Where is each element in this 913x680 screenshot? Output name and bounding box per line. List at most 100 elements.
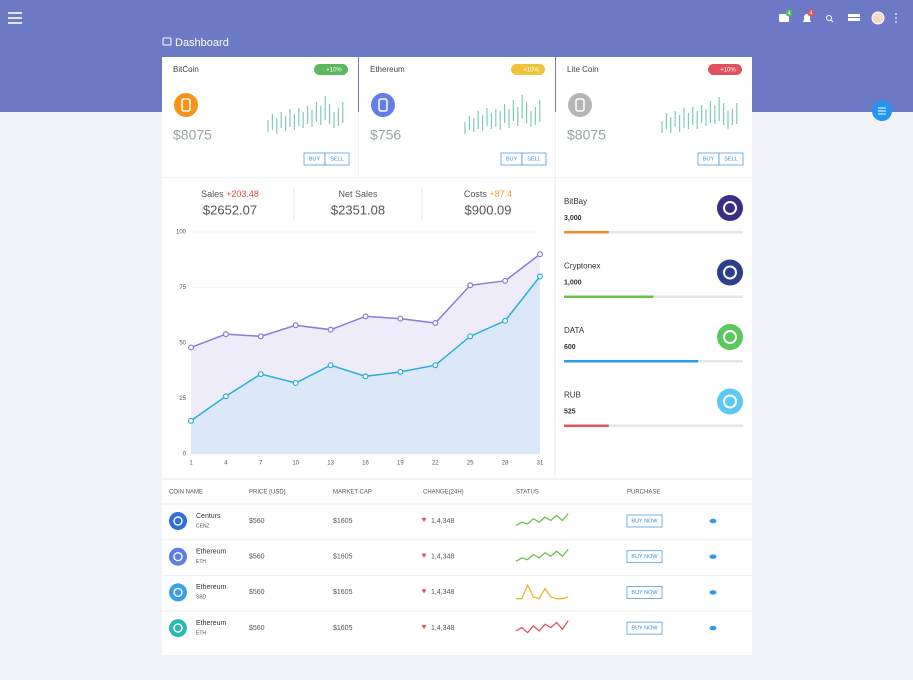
market-value: 1,000 xyxy=(564,279,582,286)
progress-bar xyxy=(564,424,609,427)
coin-icon xyxy=(174,93,198,117)
coin-symbol: ETH xyxy=(196,630,206,636)
column-header: CHANGE(24H) xyxy=(423,490,464,496)
market-icon xyxy=(717,195,743,221)
change: 1,4,348 xyxy=(431,625,454,632)
stat-value: $2652.07 xyxy=(203,202,257,217)
coin-glyph xyxy=(173,587,183,598)
coin-name: Lite Coin xyxy=(567,65,599,74)
coin-symbol: ETH xyxy=(196,559,206,565)
buy-now-button[interactable] xyxy=(626,550,663,564)
coin-glyph xyxy=(173,552,183,562)
progress-track xyxy=(564,231,743,234)
change-icon xyxy=(422,589,426,594)
sell-label: SELL xyxy=(330,156,343,162)
notifications-button[interactable] xyxy=(803,14,811,22)
more-button[interactable] xyxy=(895,13,897,23)
y-tick-label: 0 xyxy=(183,452,187,458)
change-badge xyxy=(314,64,348,75)
dashboard-icon xyxy=(162,37,172,46)
coin-price: $8075 xyxy=(173,127,212,143)
x-tick-label: 16 xyxy=(362,461,369,467)
server-button[interactable] xyxy=(848,14,860,21)
column-header: PRICE (USD) xyxy=(249,490,286,496)
status-sparkline xyxy=(515,620,569,634)
column-header: COIN NAME xyxy=(169,490,203,496)
y-tick-label: 50 xyxy=(179,341,186,347)
point xyxy=(502,277,509,284)
change-icon xyxy=(422,517,426,522)
progress-bar xyxy=(564,231,609,234)
badge-count: 4 xyxy=(810,10,813,16)
market-value: 525 xyxy=(564,408,576,415)
coin-name: Ethereum xyxy=(196,549,227,556)
change-icon xyxy=(422,624,426,630)
x-tick-label: 13 xyxy=(327,461,334,467)
status-sparkline xyxy=(515,513,569,527)
market-value: 600 xyxy=(564,344,576,351)
coin-icon xyxy=(371,93,395,117)
avatar[interactable] xyxy=(871,11,885,25)
buy-now-button[interactable] xyxy=(626,514,663,528)
price: $560 xyxy=(249,518,265,525)
x-tick-label: 10 xyxy=(292,461,299,467)
point xyxy=(432,320,439,327)
coin-name: Centurs xyxy=(196,513,221,520)
market-name: BitBay xyxy=(564,197,587,206)
view-button[interactable] xyxy=(709,625,717,631)
point xyxy=(536,251,543,258)
change-value: +10% xyxy=(523,68,539,74)
point xyxy=(432,362,439,369)
change: 1,4,348 xyxy=(431,518,454,525)
menu-button[interactable] xyxy=(8,12,22,24)
market-glyph xyxy=(723,330,737,344)
buy-now-button[interactable] xyxy=(626,621,663,635)
fab-button[interactable] xyxy=(872,101,892,121)
x-tick-label: 31 xyxy=(537,461,544,467)
sell-label: SELL xyxy=(724,156,737,162)
stat-delta: +203.48 xyxy=(226,189,259,199)
coin-symbol: CENZ xyxy=(196,523,210,529)
stat-name: Costs xyxy=(464,189,488,199)
point xyxy=(292,379,299,386)
buy-now-label: BUY NOW xyxy=(631,518,658,524)
buy-now-button[interactable] xyxy=(626,586,663,599)
market-cap: $1605 xyxy=(333,518,353,525)
coin-glyph xyxy=(173,623,183,633)
x-tick-label: 7 xyxy=(259,461,263,467)
price: $560 xyxy=(249,589,265,596)
badge xyxy=(807,9,815,17)
point xyxy=(327,326,334,333)
coin-glyph xyxy=(181,98,191,112)
change: 1,4,348 xyxy=(431,589,454,596)
price: $560 xyxy=(249,625,265,632)
view-button[interactable] xyxy=(709,590,717,595)
buy-now-label: BUY NOW xyxy=(631,626,658,632)
stat-name: Net Sales xyxy=(338,189,378,199)
market-glyph xyxy=(723,394,737,409)
badge xyxy=(785,9,793,17)
point xyxy=(188,344,195,351)
coin-price: $756 xyxy=(370,127,401,143)
y-tick-label: 25 xyxy=(179,396,186,402)
coin-glyph xyxy=(575,98,585,112)
view-button[interactable] xyxy=(709,554,717,559)
point xyxy=(467,333,474,340)
sell-button[interactable] xyxy=(324,152,350,166)
column-header: MARKET CAP xyxy=(333,490,372,496)
search-button[interactable] xyxy=(826,15,834,23)
messages-button[interactable] xyxy=(779,14,789,22)
change-icon xyxy=(422,553,426,558)
view-button[interactable] xyxy=(709,518,717,524)
point xyxy=(536,273,543,280)
coin-glyph xyxy=(378,98,388,112)
change-badge xyxy=(511,64,545,75)
buy-now-label: BUY NOW xyxy=(631,554,658,560)
sell-button[interactable] xyxy=(718,152,744,166)
stat-label: Sales +203.48 xyxy=(201,189,259,199)
buy-label: BUY xyxy=(309,156,321,162)
point xyxy=(397,315,404,322)
market-cap: $1605 xyxy=(333,554,353,561)
sell-button[interactable] xyxy=(521,152,547,166)
